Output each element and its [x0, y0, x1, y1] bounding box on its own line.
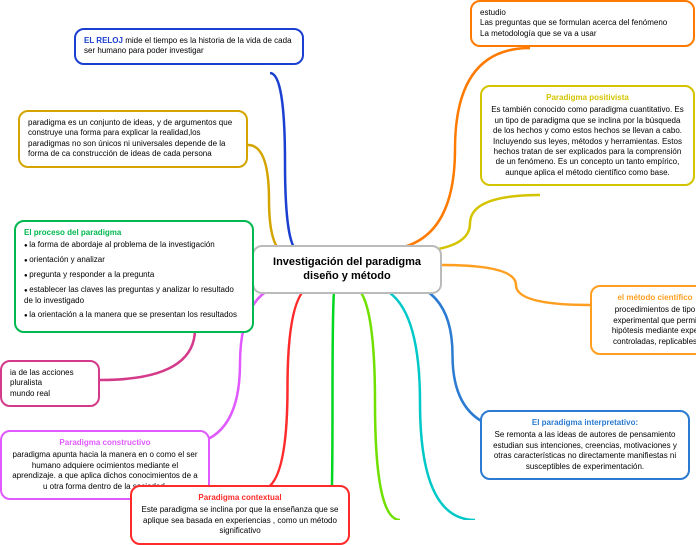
node-contextual[interactable]: Paradigma contextual Este paradigma se in…	[130, 485, 350, 545]
node-body: EL RELOJ mide el tiempo es la historia d…	[84, 36, 294, 57]
node-body: ia de las accionespluralistamundo real	[10, 368, 90, 399]
connector-reloj	[270, 73, 300, 252]
node-reloj[interactable]: EL RELOJ mide el tiempo es la historia d…	[74, 28, 304, 65]
node-title: Paradigma contextual	[140, 493, 340, 503]
node-body: Este paradigma se inclina por que la ens…	[140, 505, 340, 536]
connector-line-teal	[365, 285, 475, 520]
node-paradigma-def[interactable]: paradigma es un conjunto de ideas, y de …	[18, 110, 248, 168]
node-proceso[interactable]: El proceso del paradigma la forma de abor…	[14, 220, 254, 333]
connector-contextual	[260, 285, 315, 490]
node-cientifico[interactable]: el método científico procedimientos de ti…	[590, 285, 696, 355]
node-body: estudioLas preguntas que se formulan ace…	[480, 8, 685, 39]
node-body: Es también conocido como paradigma cuant…	[490, 105, 685, 178]
node-title: el método científico	[600, 293, 696, 303]
node-title: El proceso del paradigma	[24, 228, 244, 238]
node-body: Se remonta a las ideas de autores de pen…	[490, 430, 680, 472]
connector-interpretativo	[385, 280, 520, 430]
connector-paradigma-def	[248, 145, 290, 255]
connector-cientifico	[442, 265, 590, 305]
node-naturalista[interactable]: ia de las accionespluralistamundo real	[0, 360, 100, 407]
connector-positivista	[400, 195, 540, 252]
node-body: procedimientos de tipo experimental que …	[600, 305, 696, 347]
node-estudio[interactable]: estudioLas preguntas que se formulan ace…	[470, 0, 695, 47]
node-body: la forma de abordaje al problema de la i…	[24, 240, 244, 320]
node-title: El paradigma interpretativo:	[490, 418, 680, 428]
center-node[interactable]: Investigación del paradigma diseño y mét…	[252, 245, 442, 294]
connector-line-green2	[350, 285, 400, 520]
node-positivista[interactable]: Paradigma positivista Es también conocido…	[480, 85, 695, 186]
node-body: paradigma es un conjunto de ideas, y de …	[28, 118, 238, 160]
node-title: Paradigma positivista	[490, 93, 685, 103]
node-interpretativo[interactable]: El paradigma interpretativo: Se remonta a…	[480, 410, 690, 480]
node-title: Paradigma constructivo	[10, 438, 200, 448]
